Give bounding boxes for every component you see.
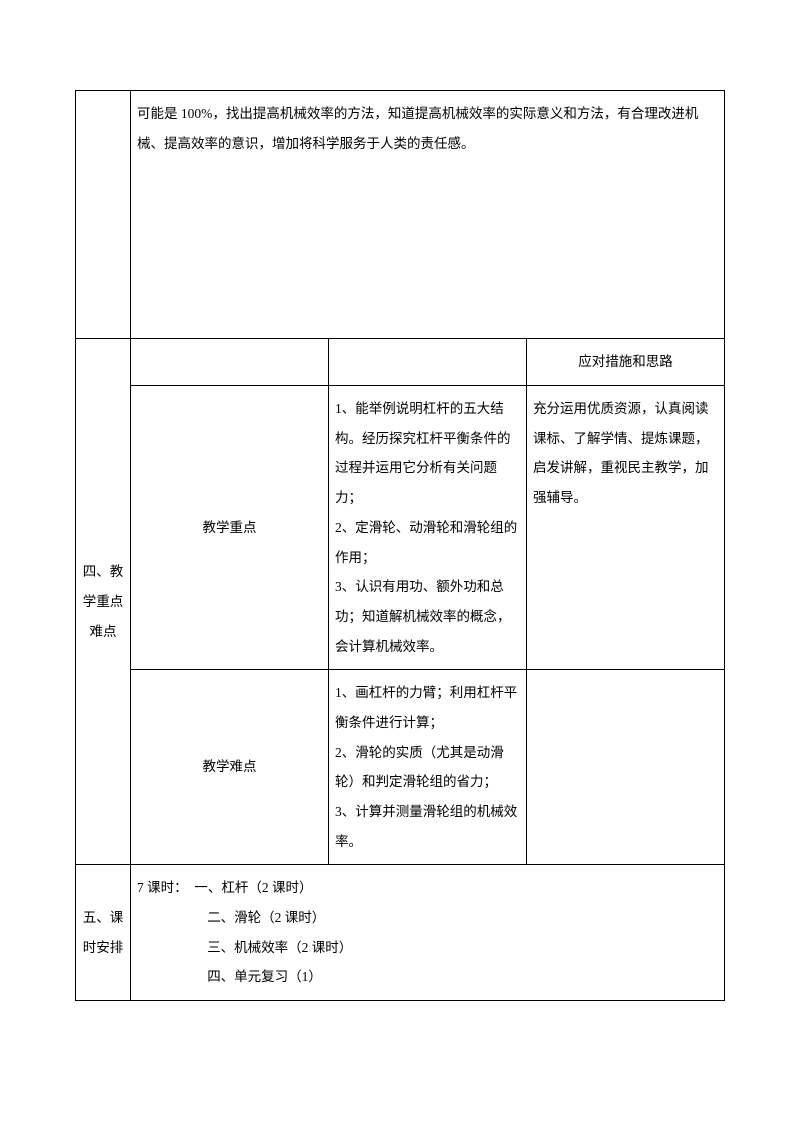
difficulties-label: 教学难点 bbox=[131, 670, 329, 865]
schedule-line-2: 二、滑轮（2 课时） bbox=[137, 903, 325, 933]
keypoints-row: 教学重点 1、能举例说明杠杆的五大结构。经历探究杠杆平衡条件的过程并运用它分析有… bbox=[76, 386, 725, 670]
section5-label: 五、课时安排 bbox=[76, 865, 131, 1001]
header-sub-empty bbox=[131, 339, 329, 386]
top-content-cell: 可能是 100%，找出提高机械效率的方法，知道提高机械效率的实际意义和方法，有合… bbox=[131, 91, 725, 339]
keypoints-measures: 充分运用优质资源，认真阅读课标、了解学情、提炼课题，启发讲解，重视民主教学，加强… bbox=[527, 386, 725, 670]
top-row: 可能是 100%，找出提高机械效率的方法，知道提高机械效率的实际意义和方法，有合… bbox=[76, 91, 725, 339]
header-row: 四、教学重点难点 应对措施和思路 bbox=[76, 339, 725, 386]
difficulties-measures bbox=[527, 670, 725, 865]
schedule-line-3: 三、机械效率（2 课时） bbox=[137, 933, 352, 963]
difficulties-content: 1、画杠杆的力臂；利用杠杆平衡条件进行计算； 2、滑轮的实质（尤其是动滑轮）和判… bbox=[329, 670, 527, 865]
top-section-cell bbox=[76, 91, 131, 339]
keypoints-label: 教学重点 bbox=[131, 386, 329, 670]
difficulties-row: 教学难点 1、画杠杆的力臂；利用杠杆平衡条件进行计算； 2、滑轮的实质（尤其是动… bbox=[76, 670, 725, 865]
header-content-empty bbox=[329, 339, 527, 386]
schedule-line-1: 7 课时： 一、杠杆（2 课时） bbox=[137, 880, 313, 895]
keypoints-content: 1、能举例说明杠杆的五大结构。经历探究杠杆平衡条件的过程并运用它分析有关问题力；… bbox=[329, 386, 527, 670]
header-measures: 应对措施和思路 bbox=[527, 339, 725, 386]
schedule-line-4: 四、单元复习（1） bbox=[137, 962, 322, 992]
section5-content: 7 课时： 一、杠杆（2 课时） 二、滑轮（2 课时） 三、机械效率（2 课时）… bbox=[131, 865, 725, 1001]
lesson-plan-table: 可能是 100%，找出提高机械效率的方法，知道提高机械效率的实际意义和方法，有合… bbox=[75, 90, 725, 1001]
section5-row: 五、课时安排 7 课时： 一、杠杆（2 课时） 二、滑轮（2 课时） 三、机械效… bbox=[76, 865, 725, 1001]
section4-label: 四、教学重点难点 bbox=[76, 339, 131, 865]
